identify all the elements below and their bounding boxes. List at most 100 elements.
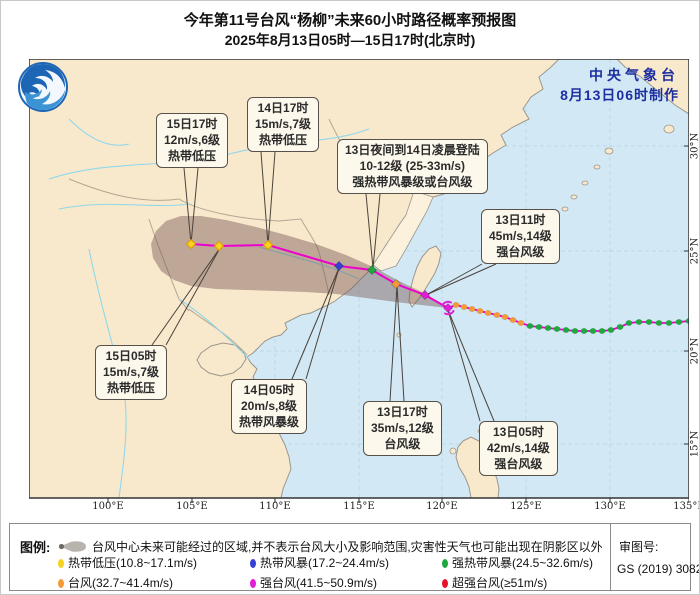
map-canvas: 中央气象台 8月13日06时制作 15日17时 12m/s,6级 热带低压 14日17… [29, 59, 689, 505]
observed-fix-TY [517, 320, 525, 326]
river [48, 128, 370, 180]
forecast-point-TS [333, 260, 345, 272]
forecast-point-TY [390, 278, 402, 290]
observed-fix-TY [493, 312, 501, 318]
river [68, 118, 130, 146]
callout-line: 热带低压 [168, 148, 217, 163]
typhoon-probability-cone [151, 216, 448, 308]
hainan-island [196, 342, 247, 377]
legend-item-SuperTY: 超强台风(≥51m/s) [442, 574, 547, 591]
legend-label: 强热带风暴(24.5~32.6m/s) [452, 556, 594, 570]
observed-fix-TY [460, 304, 468, 310]
callout-line: 强台风级 [494, 456, 543, 471]
callout-line: 14日17时 [257, 101, 309, 115]
forecast-point-STY [419, 289, 431, 301]
legend-item-TD: 热带低压(10.8~17.1m/s) [58, 554, 197, 571]
river [258, 246, 360, 280]
callout-line: 12m/s,6级 [164, 132, 221, 147]
observed-fix-TY [501, 314, 509, 320]
observed-fix-STS [580, 328, 588, 334]
observed-fix-STS [616, 324, 624, 330]
legend-label: 强台风(41.5~50.9m/s) [260, 576, 378, 590]
review-value: GS (2019) 3082号 [617, 562, 699, 576]
observed-fix-STS [553, 326, 561, 332]
small-island [593, 164, 601, 170]
legend-dot-SuperTY [442, 579, 448, 588]
callout-15d05h: 15日05时 15m/s,7级 热带低压 [95, 345, 168, 401]
map-review-number: 审图号: GS (2019) 3082号 [610, 524, 699, 590]
lon-axis-label: 135°E [673, 501, 699, 512]
callout-line: 热带风暴级 [239, 414, 300, 429]
small-island [663, 124, 675, 134]
observed-fix-STS [589, 328, 597, 334]
legend-dot-STS [442, 559, 448, 568]
legend-item-STS: 强热带风暴(24.5~32.6m/s) [442, 554, 593, 571]
legend-label: 热带风暴(17.2~24.4m/s) [260, 556, 390, 570]
observed-fix-STS [665, 320, 673, 326]
observed-fix-STS [544, 325, 552, 331]
legend-item-TY: 台风(32.7~41.4m/s) [58, 574, 173, 591]
callout-line: 13日17时 [377, 405, 428, 419]
small-island [604, 147, 614, 155]
observed-fix-STS [607, 327, 615, 333]
review-label: 审图号: [619, 540, 659, 554]
lon-axis-label: 120°E [426, 501, 458, 512]
typhoon-symbol-icon [441, 300, 455, 316]
observed-fix-STS [598, 328, 606, 334]
northeast-islands [616, 59, 689, 115]
observed-fix-STS [526, 323, 534, 329]
observed-fix-STS [675, 319, 683, 325]
callout-line: 台风级 [384, 436, 421, 451]
callout-line: 强热带风暴级或台风级 [352, 174, 473, 189]
forecast-point-TD [213, 240, 225, 252]
lon-axis-label: 115°E [343, 501, 375, 512]
lon-axis-label: 125°E [510, 501, 542, 512]
lat-axis-label: 30°N [689, 132, 700, 160]
province-patch [372, 190, 434, 272]
small-island [570, 194, 578, 200]
callout-leader-lines [151, 151, 497, 422]
legend-dot-TD [58, 559, 64, 568]
callout-line: 15日05时 [105, 349, 157, 363]
callout-line: 20m/s,8级 [240, 398, 298, 413]
legend-dot-TS [250, 559, 256, 568]
cone-legend-icon [58, 541, 86, 552]
observed-fix-TY [484, 310, 492, 316]
callout-13d11h: 13日11时 45m/s,14级 强台风级 [481, 209, 560, 265]
watermark-issue-time: 8月13日06时制作 [560, 87, 679, 103]
callout-13d17h: 13日17时 35m/s,12级 台风级 [363, 401, 442, 457]
cma-logo-icon [17, 61, 69, 113]
legend-cone-description: 台风中心未来可能经过的区域,并不表示台风大小及影响范围,灾害性天气也可能出现在阴… [92, 540, 603, 554]
observed-fix-STS [562, 327, 570, 333]
callout-14d17h: 14日17时 15m/s,7级 热带低压 [247, 97, 320, 153]
forecast-point-STS [366, 264, 378, 276]
small-island [561, 206, 569, 212]
lon-axis-label: 110°E [259, 501, 291, 512]
callout-line: 热带低压 [259, 132, 308, 147]
observed-fix-STS [571, 328, 579, 334]
page-subtitle: 2025年8月13日05时—15日17时(北京时) [224, 32, 476, 48]
callout-line: 35m/s,12级 [371, 420, 434, 435]
legend-label: 热带低压(10.8~17.1m/s) [68, 556, 198, 570]
callout-line: 14日05时 [243, 383, 295, 397]
observed-fix-STS [655, 320, 663, 326]
observed-fix-TY [468, 306, 476, 312]
observed-fix-STS [645, 319, 653, 325]
legend-dot-STY [250, 579, 256, 588]
lat-axis-label: 25°N [689, 237, 700, 265]
province-border [188, 308, 248, 356]
map-svg [29, 59, 689, 503]
lat-axis-label: 15°N [689, 430, 700, 458]
legend-item-STY: 强台风(41.5~50.9m/s) [250, 574, 377, 591]
lon-axis-label: 100°E [92, 501, 124, 512]
callout-line: 10-12级 (25-33m/s) [359, 158, 466, 173]
observed-fix-STS [635, 319, 643, 325]
callout-line: 42m/s,14级 [487, 440, 550, 455]
observed-track-line [447, 304, 689, 332]
legend-item-TS: 热带风暴(17.2~24.4m/s) [250, 554, 389, 571]
callout-landfall: 13日夜间到14日凌晨登陆 10-12级 (25-33m/s) 强热带风暴级或台风级 [337, 139, 488, 195]
legend-dot-TY [58, 579, 64, 588]
callout-line: 热带低压 [107, 380, 156, 395]
small-island [581, 180, 589, 186]
forecast-point-TD [185, 238, 197, 250]
